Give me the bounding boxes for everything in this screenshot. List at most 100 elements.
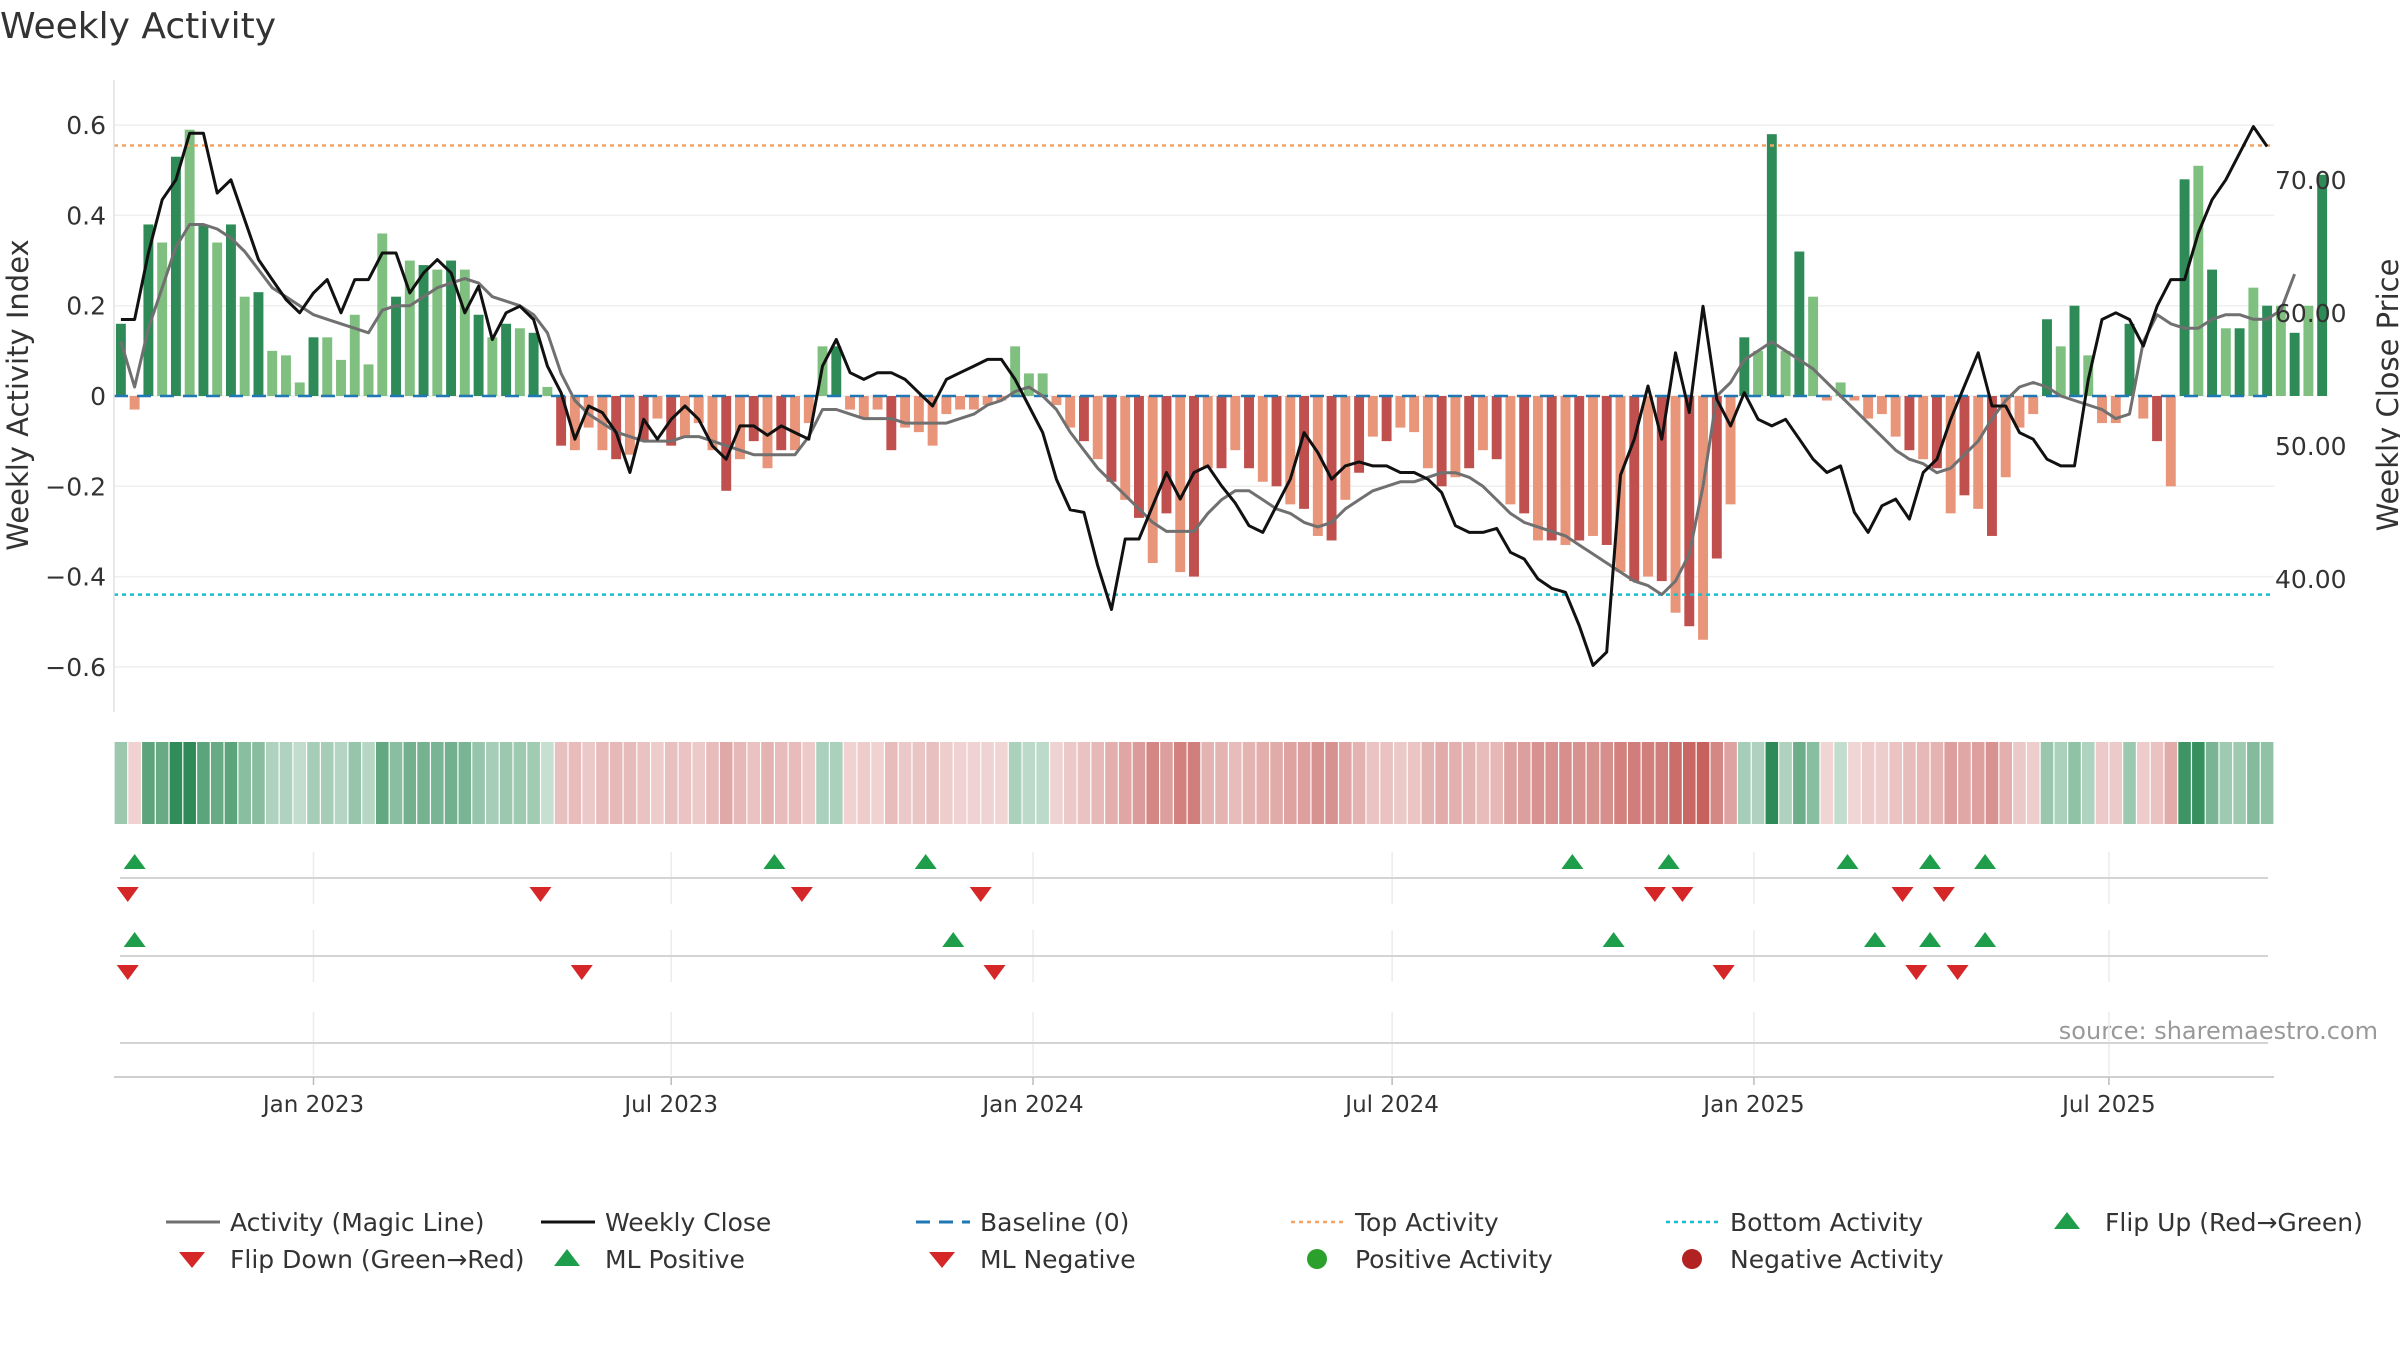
heat-strip-segment [2260, 742, 2274, 824]
activity-bar [377, 233, 388, 396]
heat-strip-segment [1683, 742, 1696, 824]
bottom-activity-swatch [1666, 1220, 1720, 1224]
activity-bar [1312, 396, 1323, 536]
activity-bar [487, 337, 498, 396]
heat-strip-segment [1779, 742, 1792, 824]
heat-strip-segment [1834, 742, 1847, 824]
activity-bar [1876, 396, 1887, 415]
activity-bar [845, 396, 856, 410]
activity-bar [1354, 396, 1365, 473]
activity-bar [391, 296, 401, 396]
heat-strip-segment [1848, 742, 1861, 824]
series-lines [114, 125, 2297, 667]
activity-bar [239, 296, 250, 396]
heat-strip-segment [2026, 742, 2040, 824]
legend-item-bottom-activity: Bottom Activity [1660, 1205, 1923, 1239]
heat-strip-segment [1394, 742, 1407, 824]
heat-strip-segment [912, 742, 926, 824]
heat-strip-segment [1669, 742, 1682, 824]
activity-bar [1904, 396, 1915, 451]
activity-bar [336, 359, 346, 396]
heat-strip-segment [761, 742, 774, 824]
activity-bar [790, 396, 800, 451]
activity-bar [1436, 396, 1447, 487]
heat-strip-segment [1284, 742, 1297, 824]
activity-bar [1051, 396, 1062, 406]
activity-bar [1670, 396, 1681, 613]
up-marker [1864, 932, 1887, 947]
activity-bar [1078, 396, 1089, 442]
up-marker [1836, 854, 1859, 869]
activity-bar [1244, 396, 1254, 469]
legend-label: Negative Activity [1730, 1244, 1944, 1274]
heat-strip-segment [210, 742, 224, 824]
y-tick-label: 0.6 [66, 111, 106, 140]
activity-bar [1161, 396, 1172, 514]
activity-bar [2248, 287, 2259, 396]
activity-bar [1450, 396, 1461, 478]
heat-strip-segment [747, 742, 761, 824]
heat-strip-segment [2192, 742, 2205, 824]
heat-strip-segment [816, 742, 829, 824]
heat-strip-segment [472, 742, 485, 824]
heat-strip-segment [169, 742, 183, 824]
top-activity-swatch [1291, 1220, 1345, 1224]
activity-bar [1422, 396, 1433, 469]
down-marker [1671, 887, 1694, 902]
up-marker [1974, 854, 1997, 869]
down-marker [570, 965, 593, 980]
activity-bar [1189, 396, 1199, 577]
activity-bar [418, 265, 429, 396]
up-marker [914, 854, 937, 869]
activity-bar [2289, 332, 2300, 396]
activity-bar [1959, 396, 1970, 496]
activity-bar [748, 396, 759, 442]
up-marker [763, 854, 786, 869]
activity-bar [1037, 373, 1048, 396]
up-marker [1919, 854, 1942, 869]
activity-bar [624, 396, 635, 455]
heat-strip-segment [1297, 742, 1311, 824]
activity-bar [1945, 396, 1956, 514]
down-marker [1932, 887, 1955, 902]
activity-bar [1381, 396, 1392, 442]
activity-bar [225, 224, 236, 396]
heat-strip-segment [1462, 742, 1476, 824]
activity-bar [1918, 396, 1929, 460]
activity-bar [1849, 396, 1860, 401]
activity-bar [583, 396, 594, 428]
heat-strip-segment [2205, 742, 2219, 824]
ml-negative-swatch [929, 1252, 955, 1268]
activity-bar [803, 396, 814, 424]
x-tick-label: Jul 2024 [1343, 1092, 1439, 1118]
activity-bar [680, 396, 690, 437]
heat-strip-segment [444, 742, 458, 824]
heat-strip-segment [1118, 742, 1132, 824]
activity-bar [212, 242, 223, 396]
heat-strip-segment [1903, 742, 1916, 824]
heat-strip-segment [183, 742, 196, 824]
activity-bar [1175, 396, 1186, 573]
positive-dot-swatch [1307, 1249, 1327, 1269]
up-marker [1602, 932, 1625, 947]
heat-strip-segment [2081, 742, 2095, 824]
activity-bar [1023, 373, 1034, 396]
heat-strip-segment [2150, 742, 2164, 824]
activity-bar [1560, 396, 1571, 545]
heat-strip-segment [1751, 742, 1765, 824]
activity-bar [198, 224, 209, 396]
heat-strip-segment [155, 742, 169, 824]
up-marker [1561, 854, 1584, 869]
activity-bar [556, 396, 567, 446]
legend-item-top-activity: Top Activity [1285, 1205, 1499, 1239]
activity-bar [569, 396, 580, 451]
legend-label: ML Positive [605, 1244, 745, 1274]
activity-bar [2234, 328, 2245, 396]
activity-bar [982, 396, 993, 406]
heat-strip-segment [1944, 742, 1957, 824]
heat-strip-segment [499, 742, 513, 824]
heat-strip-segment [1270, 742, 1283, 824]
heat-strip-segment [1820, 742, 1834, 824]
activity-bar [2042, 319, 2052, 396]
